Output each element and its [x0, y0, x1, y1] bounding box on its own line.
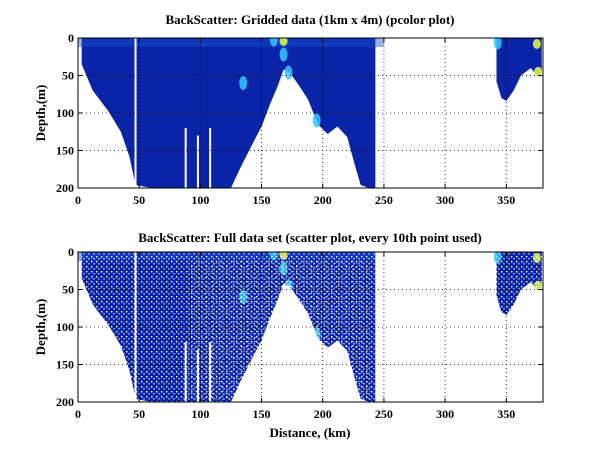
x-axis-ticks: 0 50 100 150 200 250 300 350	[75, 38, 515, 207]
chart-title: BackScatter: Gridded data (1km x 4m) (pc…	[166, 12, 455, 27]
missing-data-gap	[209, 128, 212, 188]
x-tick-label: 0	[75, 407, 81, 421]
x-tick-label: 150	[253, 193, 271, 207]
high-backscatter-spot	[493, 38, 502, 50]
y-tick-label: 0	[68, 31, 74, 45]
y-tick-label: 50	[62, 69, 74, 83]
gridded-backscatter-panel: BackScatter: Gridded data (1km x 4m) (pc…	[33, 12, 544, 207]
y-axis-label: Depth,(m)	[33, 85, 48, 142]
y-tick-label: 100	[56, 320, 74, 334]
y-axis-ticks: 0 50 100 150 200	[56, 31, 543, 195]
backscatter-region-main	[81, 38, 376, 188]
missing-data-gap	[196, 135, 199, 188]
x-tick-label: 350	[497, 407, 515, 421]
high-backscatter-spot	[279, 38, 288, 46]
y-tick-label: 200	[56, 395, 74, 409]
y-axis-ticks: 0 50 100 150 200	[56, 245, 543, 409]
y-tick-label: 50	[62, 283, 74, 297]
missing-data-gap	[134, 38, 137, 188]
scatter-data	[78, 252, 543, 402]
high-backscatter-spot	[532, 39, 541, 49]
missing-data-gap	[184, 128, 187, 188]
x-axis-ticks: 0 50 100 150 200 250 300 350	[75, 252, 515, 421]
high-backscatter-spot	[279, 47, 288, 62]
x-tick-label: 200	[314, 193, 332, 207]
high-backscatter-spot	[269, 38, 278, 47]
high-backscatter-spot	[312, 113, 321, 128]
x-tick-label: 50	[133, 193, 145, 207]
x-tick-label: 350	[497, 193, 515, 207]
y-axis-label: Depth,(m)	[33, 299, 48, 356]
y-tick-label: 150	[56, 358, 74, 372]
y-tick-label: 100	[56, 106, 74, 120]
backscatter-region-east	[496, 38, 542, 101]
scatter-backscatter-panel: BackScatter: Full data set (scatter plot…	[33, 230, 544, 440]
high-backscatter-spot	[534, 66, 543, 77]
x-tick-label: 150	[253, 407, 271, 421]
x-tick-label: 50	[133, 407, 145, 421]
surface-layer	[78, 38, 384, 47]
scatter-point-gaps	[496, 252, 542, 315]
x-axis-label: Distance, (km)	[270, 425, 351, 440]
y-tick-label: 150	[56, 144, 74, 158]
y-tick-label: 0	[68, 245, 74, 259]
below-seabed	[78, 252, 376, 402]
x-tick-label: 100	[191, 407, 209, 421]
x-tick-label: 300	[436, 407, 454, 421]
high-backscatter-spot	[284, 65, 293, 80]
x-tick-label: 200	[314, 407, 332, 421]
high-backscatter-spot	[239, 76, 248, 90]
chart-title: BackScatter: Full data set (scatter plot…	[138, 230, 482, 245]
x-tick-label: 250	[375, 407, 393, 421]
y-tick-label: 200	[56, 181, 74, 195]
x-tick-label: 250	[375, 193, 393, 207]
x-tick-label: 300	[436, 193, 454, 207]
x-tick-label: 0	[75, 193, 81, 207]
pcolor-data	[78, 38, 543, 188]
x-tick-label: 100	[191, 193, 209, 207]
